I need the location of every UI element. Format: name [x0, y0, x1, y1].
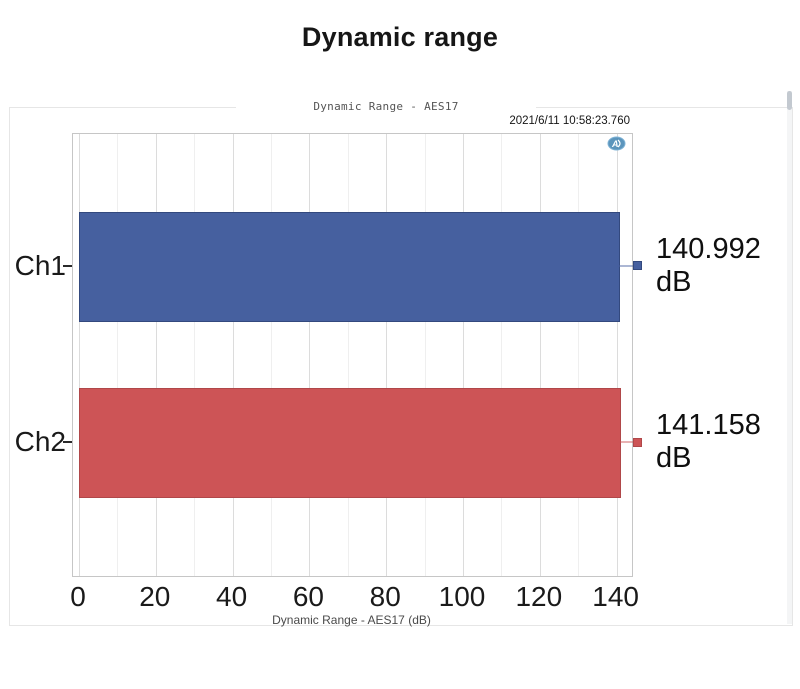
bar: [79, 212, 620, 322]
chart-header-title: Dynamic Range - AES17: [236, 100, 536, 113]
bar: [79, 388, 621, 498]
scrollbar-track[interactable]: [787, 91, 792, 624]
gridline: [347, 134, 349, 576]
gridline: [539, 134, 541, 576]
x-axis-label: Dynamic Range - AES17 (dB): [272, 613, 431, 627]
gridline: [309, 134, 311, 576]
gridline: [501, 134, 503, 576]
scrollbar-thumb[interactable]: [787, 91, 792, 110]
gridline: [424, 134, 426, 576]
gridline: [616, 134, 618, 576]
page-title: Dynamic range: [301, 22, 499, 52]
plot-area: [72, 133, 633, 577]
ap-logo-icon: A: [607, 136, 626, 151]
gridline: [463, 134, 465, 576]
gridline: [578, 134, 580, 576]
svg-text:A: A: [611, 139, 619, 149]
gridline: [79, 134, 80, 576]
gridline: [271, 134, 272, 576]
gridline: [155, 134, 157, 576]
chart-timestamp: 2021/6/11 10:58:23.760: [509, 115, 630, 127]
gridline: [232, 134, 234, 576]
gridline: [194, 134, 196, 576]
gridline: [386, 134, 388, 576]
gridline: [117, 134, 119, 576]
